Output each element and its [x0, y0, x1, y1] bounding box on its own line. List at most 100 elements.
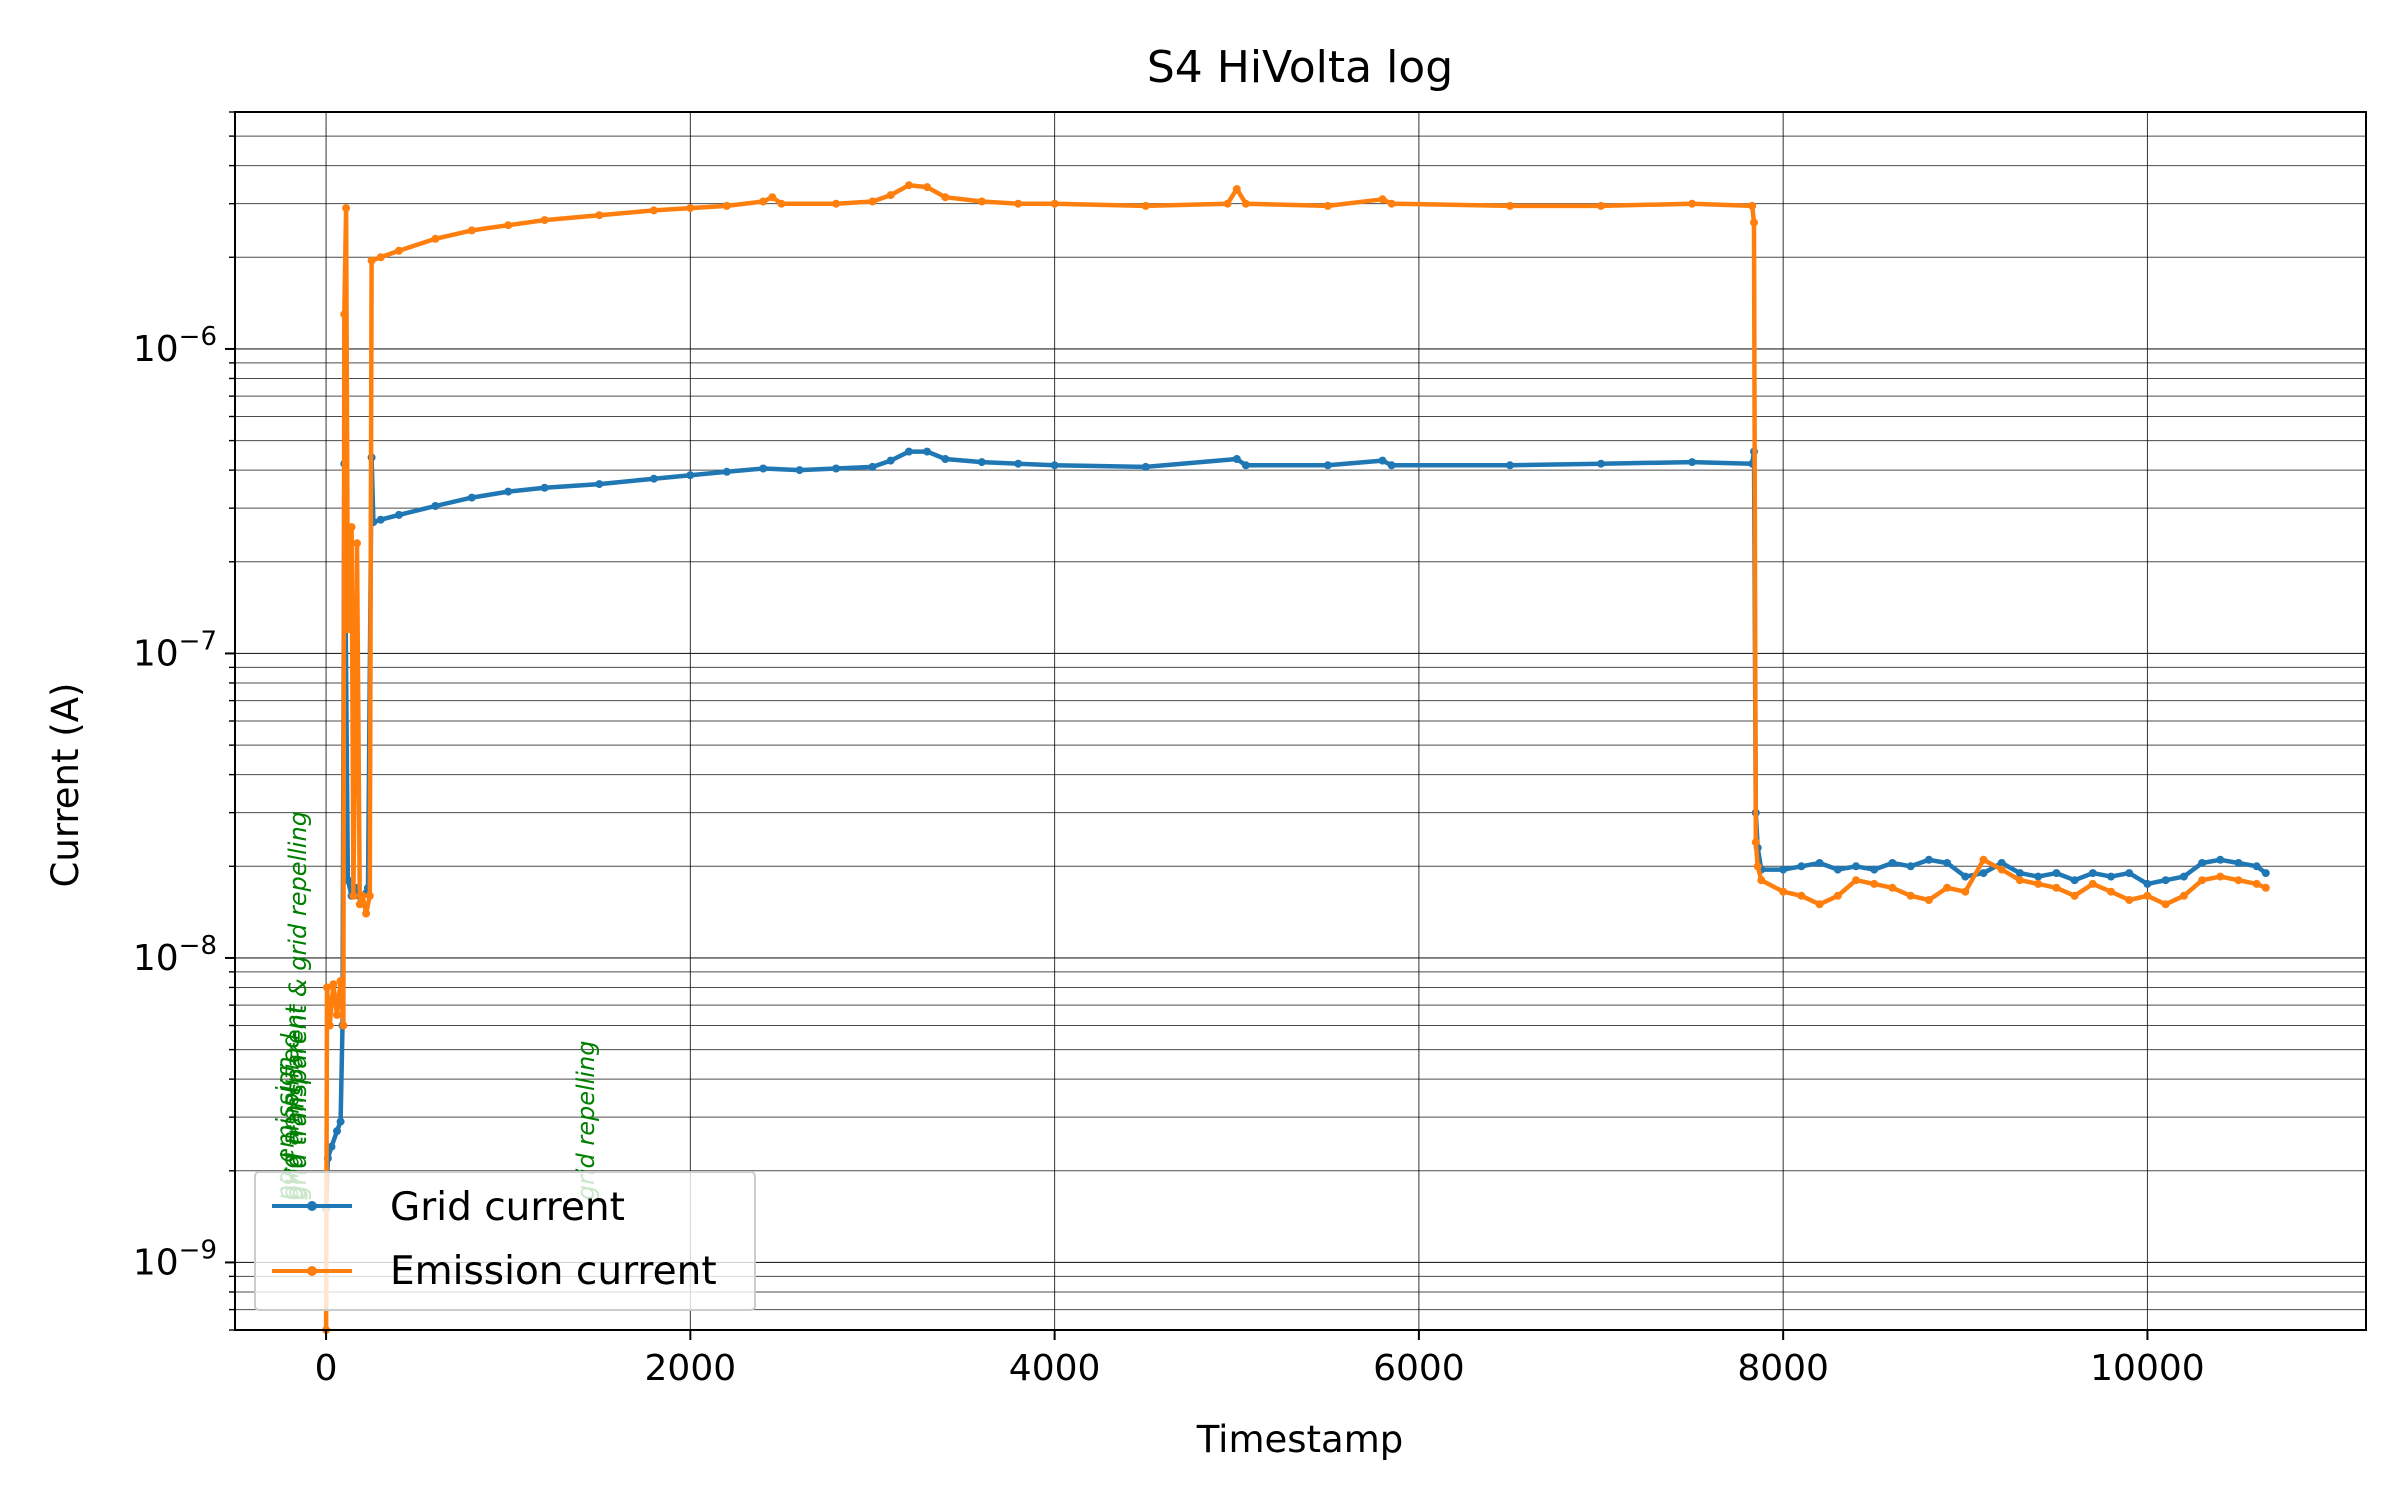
data-point [339, 1021, 348, 1030]
data-point [2143, 891, 2152, 900]
data-point [1888, 859, 1897, 867]
data-point [1241, 199, 1250, 208]
data-point [2107, 887, 2115, 896]
data-point [2198, 859, 2207, 867]
data-point [832, 199, 841, 208]
data-point [2143, 879, 2152, 888]
annotation-label: grid transparent & grid repelling [284, 811, 312, 1200]
data-point [1924, 855, 1933, 864]
legend-marker-grid-current [307, 1201, 317, 1211]
data-point [376, 253, 385, 262]
data-point [1750, 218, 1758, 227]
data-point [2052, 869, 2061, 878]
data-point [1961, 887, 1970, 896]
data-point [394, 246, 403, 255]
data-point [1943, 859, 1952, 867]
series-layer [322, 181, 2270, 1334]
data-point [333, 1127, 341, 1136]
data-point [2107, 872, 2115, 881]
data-point [376, 515, 385, 524]
data-point [2252, 879, 2261, 888]
data-point [2252, 862, 2261, 871]
data-point [649, 474, 658, 483]
data-point [325, 1021, 334, 1030]
data-point [347, 523, 356, 532]
data-point [722, 467, 731, 476]
data-point [2234, 876, 2243, 885]
data-point [2088, 879, 2097, 888]
data-point [394, 510, 403, 519]
data-point [365, 891, 374, 900]
data-point [358, 891, 367, 900]
data-point [2261, 883, 2270, 892]
data-point [1232, 455, 1241, 463]
data-point [336, 1117, 345, 1126]
data-point [2161, 900, 2170, 909]
data-point [1241, 461, 1250, 470]
y-tick-label-base: 10 [133, 633, 179, 674]
data-point [1232, 185, 1241, 194]
data-point [1757, 876, 1766, 885]
data-point [1050, 461, 1059, 470]
data-point [1597, 201, 1605, 210]
data-point [540, 483, 549, 492]
y-tick-label-exp: −9 [179, 1235, 217, 1265]
data-point [504, 487, 513, 496]
y-tick-label-exp: −6 [179, 322, 217, 352]
data-point [2034, 879, 2043, 888]
data-point [686, 471, 695, 480]
data-point [467, 226, 476, 235]
y-tick-label: 10−9 [133, 1235, 217, 1283]
data-point [2198, 876, 2207, 885]
data-point [1779, 887, 1788, 896]
data-point [649, 206, 658, 215]
data-point [327, 1142, 336, 1151]
data-point [1852, 876, 1860, 885]
data-point [886, 191, 895, 200]
data-point [467, 493, 476, 502]
data-point [367, 256, 376, 265]
data-point [759, 197, 768, 206]
data-point [759, 464, 768, 473]
x-tick-label: 0 [315, 1348, 338, 1389]
data-point [2052, 883, 2061, 892]
legend-marker-emission-current [307, 1266, 317, 1276]
x-tick-label: 8000 [1737, 1348, 1829, 1389]
data-point [340, 310, 349, 319]
data-point [431, 234, 440, 243]
data-point [343, 625, 352, 634]
data-point [2015, 876, 2024, 885]
data-point [1751, 838, 1760, 847]
data-point [431, 502, 440, 510]
y-tick-label: 10−6 [133, 322, 217, 370]
data-point [1961, 872, 1970, 881]
y-tick-label-exp: −7 [179, 626, 217, 656]
data-point [1833, 891, 1842, 900]
data-point [595, 480, 604, 489]
y-tick-label: 10−8 [133, 931, 217, 979]
data-point [795, 466, 804, 475]
data-point [329, 980, 338, 989]
data-point [1506, 461, 1514, 470]
data-point [904, 181, 913, 190]
data-point [2125, 896, 2134, 904]
data-point [2216, 872, 2225, 881]
data-point [1906, 891, 1915, 900]
data-point [1979, 869, 1988, 878]
data-point [1223, 199, 1232, 208]
data-point [1050, 199, 1059, 208]
data-point [2179, 891, 2188, 900]
data-point [353, 539, 361, 548]
data-point [1323, 201, 1332, 210]
legend-label-emission-current: Emission current [390, 1249, 717, 1294]
data-point [349, 891, 358, 900]
data-point [977, 197, 986, 206]
data-point [923, 183, 932, 192]
data-point [2070, 876, 2079, 885]
data-point [1815, 900, 1824, 909]
data-point [1597, 459, 1605, 468]
data-point [1141, 201, 1150, 210]
